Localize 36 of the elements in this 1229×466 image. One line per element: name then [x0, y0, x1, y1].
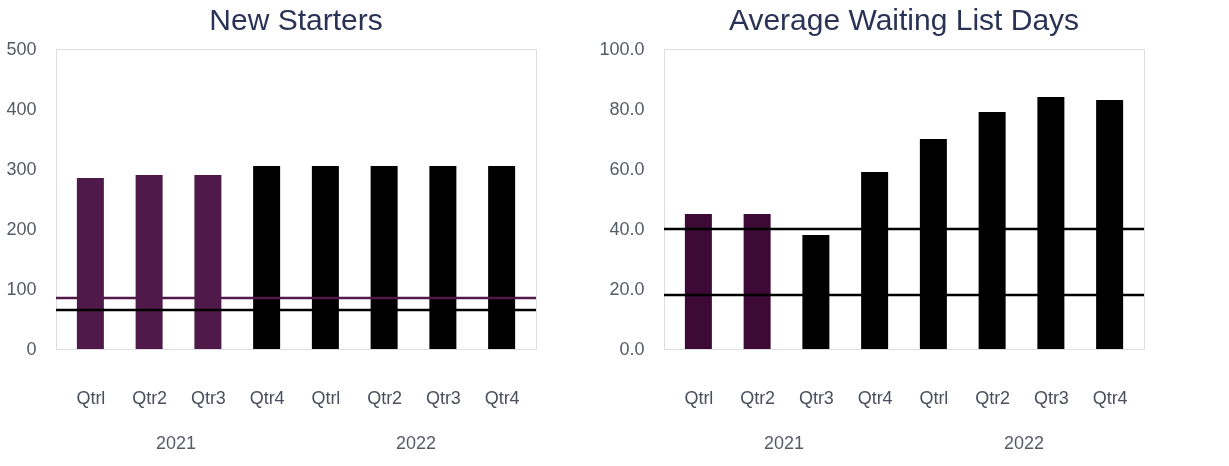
x-tick-label: Qtrl	[684, 387, 714, 408]
x-tick-label: Qtrl	[76, 387, 106, 408]
y-tick-label: 80.0	[609, 98, 645, 119]
text: 2021	[155, 433, 197, 453]
x-tick-label: Qtr2	[975, 387, 1011, 408]
x-tick-label: Qtr4	[484, 387, 520, 408]
x-tick-label: Qtrl	[919, 387, 949, 408]
x-tick-label: Qtr4	[1092, 387, 1128, 408]
y-tick-label: 40.0	[609, 218, 645, 239]
x-tick-label: Qtr3	[1033, 387, 1069, 408]
x-tick-label: Qtr3	[190, 387, 226, 408]
x-tick-label: Qtr3	[798, 387, 834, 408]
y-tick-label: 0	[26, 338, 37, 359]
y-tick-label: 500	[6, 38, 37, 59]
y-tick-label: 400	[6, 98, 37, 119]
x-tick-label: Qtr3	[425, 387, 461, 408]
y-tick-label: 0.0	[619, 338, 645, 359]
x-tick-label: Qtr4	[857, 387, 893, 408]
y-tick-label: 300	[6, 158, 37, 179]
y-tick-label: 60.0	[609, 158, 645, 179]
x-tick-label: Qtrl	[311, 387, 341, 408]
chart-title: Average Waiting List Days	[728, 3, 1080, 36]
y-tick-label: 200	[6, 218, 37, 239]
bar	[743, 214, 771, 349]
y-tick-label: 20.0	[609, 278, 645, 299]
x-tick-label: Qtr4	[249, 387, 285, 408]
text: 2022	[1003, 433, 1045, 453]
chart-title: New Starters	[209, 3, 383, 36]
text: 2022	[395, 433, 437, 453]
x-tick-label: Qtr2	[740, 387, 776, 408]
x-tick-label: Qtr2	[132, 387, 168, 408]
x-tick-label: Qtr2	[367, 387, 403, 408]
text: 2021	[763, 433, 805, 453]
y-tick-label: 100.0	[599, 38, 645, 59]
bar	[684, 214, 712, 349]
y-tick-label: 100	[6, 278, 37, 299]
